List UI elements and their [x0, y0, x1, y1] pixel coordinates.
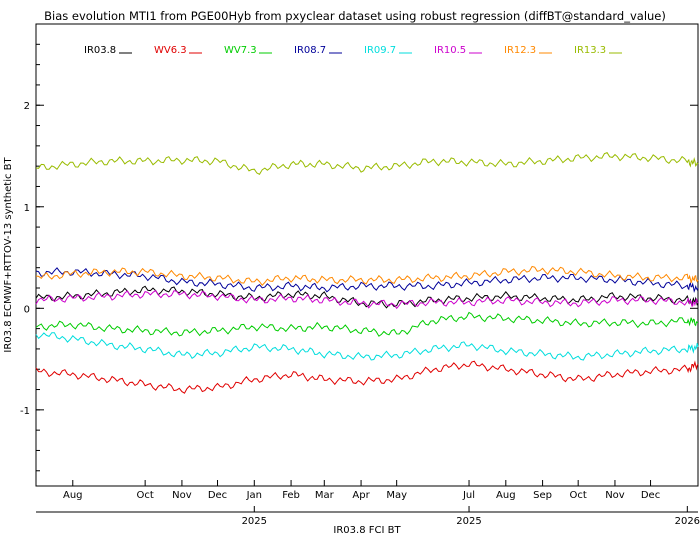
- series-line-ir13-3: [35, 151, 699, 175]
- series-line-wv6-3: [35, 360, 699, 394]
- legend: IR03.8 WV6.3 WV7.3 IR08.7 IR09.7 IR10.5 IR12.3…: [84, 45, 622, 56]
- legend-label: IR12.3: [504, 45, 536, 56]
- series-lines: [35, 151, 699, 394]
- x-month-label: Sep: [533, 490, 552, 501]
- series-line-ir09-7: [35, 332, 699, 361]
- x-axis: Aug Oct Nov Dec Jan Feb Mar Apr May Jul Aug Sep Oct N…: [63, 480, 700, 527]
- chart-title: Bias evolution MTI1 from PGE00Hyb from p…: [44, 9, 666, 23]
- x-month-label: Oct: [136, 490, 153, 501]
- legend-label: IR13.3: [574, 45, 606, 56]
- x-month-label: Nov: [605, 490, 625, 501]
- legend-label: WV6.3: [154, 45, 187, 56]
- x-month-label: May: [386, 490, 407, 501]
- x-month-label: Apr: [352, 490, 370, 501]
- series-line-ir08-7: [35, 267, 699, 293]
- y-tick-label: 1: [24, 203, 30, 214]
- y-axis-label: IR03.8 ECMWF+RTTOV-13 synthetic BT: [3, 156, 14, 352]
- x-month-label: Nov: [172, 490, 192, 501]
- x-month-label: Jan: [246, 490, 262, 501]
- x-month-label: Feb: [282, 490, 300, 501]
- x-month-label: Oct: [570, 490, 587, 501]
- legend-label: IR09.7: [364, 45, 396, 56]
- series-line-ir10-5: [35, 289, 699, 310]
- x-month-label: Aug: [496, 490, 516, 501]
- x-axis-label: IR03.8 FCI BT: [333, 525, 401, 536]
- x-year-label: 2026: [675, 516, 700, 527]
- x-year-label: 2025: [456, 516, 481, 527]
- x-month-label: Dec: [208, 490, 227, 501]
- y-tick-label: -1: [20, 406, 30, 417]
- y-axis: -1 0 1 2: [20, 43, 698, 472]
- series-line-wv7-3: [35, 311, 698, 337]
- legend-label: WV7.3: [224, 45, 257, 56]
- series-line-ir12-3: [35, 265, 699, 286]
- y-tick-label: 2: [24, 101, 30, 112]
- x-month-label: Aug: [63, 490, 83, 501]
- series-line-ir03-8: [35, 285, 699, 309]
- legend-label: IR08.7: [294, 45, 326, 56]
- x-month-label: Mar: [315, 490, 335, 501]
- y-tick-label: 0: [24, 304, 30, 315]
- x-month-label: Dec: [641, 490, 660, 501]
- x-month-label: Jul: [462, 490, 475, 501]
- legend-label: IR10.5: [434, 45, 466, 56]
- legend-label: IR03.8: [84, 45, 116, 56]
- x-year-label: 2025: [242, 516, 267, 527]
- plot-frame: [35, 23, 699, 487]
